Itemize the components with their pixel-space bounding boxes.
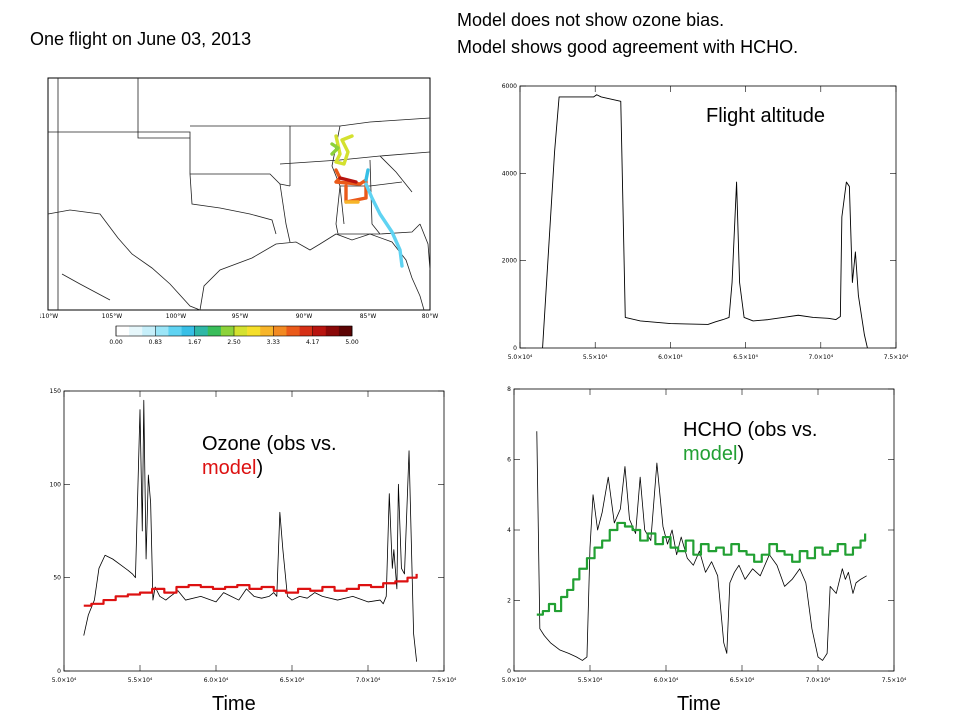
y-tick-label: 4000 (502, 170, 517, 177)
hcho-chart: 5.0×10⁴ 5.5×10⁴ 6.0×10⁴ 6.5×10⁴ 7.0×10⁴ 7.5×1… (502, 386, 907, 684)
hcho-label-prefix: HCHO (obs vs. (683, 419, 818, 441)
x-tick-label: 7.0×10⁴ (356, 677, 381, 684)
x-tick-label: 7.5×10⁴ (882, 677, 907, 684)
altitude-chart: 5.0×10⁴ 5.5×10⁴ 6.0×10⁴ 6.5×10⁴ 7.0×10⁴ 7.5×1… (502, 83, 909, 361)
colorbar-label: 1.67 (188, 339, 202, 346)
colorbar-swatch (247, 326, 261, 336)
summary-line-1: Model does not show ozone bias. (457, 10, 725, 30)
colorbar-swatch (207, 326, 222, 336)
x-tick-label: 6.5×10⁴ (733, 354, 758, 361)
plot-frame (519, 85, 897, 349)
time-axis-label-right: Time (677, 693, 721, 715)
colorbar-swatch (181, 326, 195, 336)
y-tick-label: 2000 (502, 258, 517, 265)
lon-label: 100°W (166, 313, 186, 320)
colorbar-swatch (129, 326, 143, 336)
y-tick-label: 8 (507, 386, 511, 393)
lon-label: 110°W (40, 313, 58, 320)
hcho-label-suffix: ) (737, 443, 745, 465)
ozone-model-line (83, 573, 418, 607)
flight-track-map: 110°W 105°W 100°W 95°W 90°W 85°W 80°W 0.… (40, 77, 438, 346)
flight-date-title: One flight on June 03, 2013 (30, 29, 252, 49)
hcho-model-line (536, 521, 867, 616)
y-tick-label: 150 (50, 388, 62, 395)
plot-frame (63, 390, 445, 672)
summary-line-2: Model shows good agreement with HCHO. (457, 37, 799, 57)
hcho-obs-line (536, 431, 867, 661)
colorbar-label: 4.17 (306, 339, 320, 346)
x-tick-label: 7.5×10⁴ (884, 354, 909, 361)
colorbar-label: 5.00 (345, 339, 359, 346)
map-boundaries (47, 78, 431, 311)
ozone-label-prefix: Ozone (obs vs. (202, 433, 337, 455)
altitude-label: Flight altitude (706, 105, 825, 127)
x-tick-label: 6.0×10⁴ (654, 677, 679, 684)
lon-label: 95°W (232, 313, 249, 320)
x-tick-label: 7.0×10⁴ (806, 677, 831, 684)
hcho-label-model: model (683, 443, 738, 465)
map-lon-labels: 110°W 105°W 100°W 95°W 90°W 85°W 80°W (40, 313, 438, 320)
colorbar-swatch (116, 326, 130, 336)
y-tick-label: 2 (507, 598, 511, 605)
colorbar-swatch (273, 326, 287, 336)
flight-track (330, 134, 404, 268)
altitude-line (542, 94, 868, 348)
colorbar-swatch (338, 326, 353, 336)
colorbar-swatch (168, 326, 182, 336)
x-tick-label: 5.0×10⁴ (508, 354, 533, 361)
colorbar-label: 2.50 (227, 339, 241, 346)
map-colorbar (115, 325, 353, 337)
x-tick-label: 5.5×10⁴ (128, 677, 153, 684)
colorbar-swatch (312, 326, 327, 336)
y-tick-label: 0 (507, 668, 511, 675)
ozone-obs-line (83, 399, 418, 662)
x-tick-label: 6.0×10⁴ (658, 354, 683, 361)
colorbar-swatch (194, 326, 209, 336)
lon-label: 105°W (102, 313, 122, 320)
ozone-label-suffix: ) (256, 457, 264, 479)
lon-label: 90°W (296, 313, 313, 320)
y-tick-label: 4 (507, 527, 511, 534)
x-tick-label: 5.5×10⁴ (583, 354, 608, 361)
colorbar-label: 0.00 (109, 339, 123, 346)
x-tick-label: 5.5×10⁴ (578, 677, 603, 684)
colorbar-swatch (286, 326, 300, 336)
lon-label: 85°W (360, 313, 377, 320)
colorbar-swatch (325, 326, 340, 336)
x-tick-label: 6.0×10⁴ (204, 677, 229, 684)
x-tick-label: 7.5×10⁴ (432, 677, 457, 684)
y-tick-label: 0 (513, 345, 517, 352)
x-tick-label: 7.0×10⁴ (808, 354, 833, 361)
ozone-chart: 5.0×10⁴ 5.5×10⁴ 6.0×10⁴ 6.5×10⁴ 7.0×10⁴ 7.5×1… (50, 388, 457, 684)
y-tick-label: 6000 (502, 83, 517, 90)
y-tick-label: 6 (507, 457, 511, 464)
map-colorbar-labels: 0.00 0.83 1.67 2.50 3.33 4.17 5.00 (109, 339, 359, 346)
lon-label: 80°W (422, 313, 439, 320)
colorbar-swatch (155, 326, 169, 336)
x-tick-label: 5.0×10⁴ (502, 677, 527, 684)
colorbar-swatch (220, 326, 235, 336)
y-tick-label: 0 (57, 668, 61, 675)
time-axis-label-left: Time (212, 693, 256, 715)
colorbar-swatch (299, 326, 313, 336)
colorbar-swatch (260, 326, 274, 336)
map-frame (47, 77, 431, 311)
colorbar-label: 0.83 (149, 339, 163, 346)
y-tick-label: 50 (53, 575, 61, 582)
x-tick-label: 5.0×10⁴ (52, 677, 77, 684)
hcho-label: HCHO (obs vs. model) (683, 418, 817, 466)
colorbar-swatch (142, 326, 156, 336)
ozone-label: Ozone (obs vs. model) (202, 432, 337, 480)
y-tick-label: 100 (50, 481, 62, 488)
x-tick-label: 6.5×10⁴ (730, 677, 755, 684)
ozone-label-model: model (202, 457, 257, 479)
colorbar-swatch (234, 326, 248, 336)
colorbar-label: 3.33 (267, 339, 281, 346)
x-tick-label: 6.5×10⁴ (280, 677, 305, 684)
